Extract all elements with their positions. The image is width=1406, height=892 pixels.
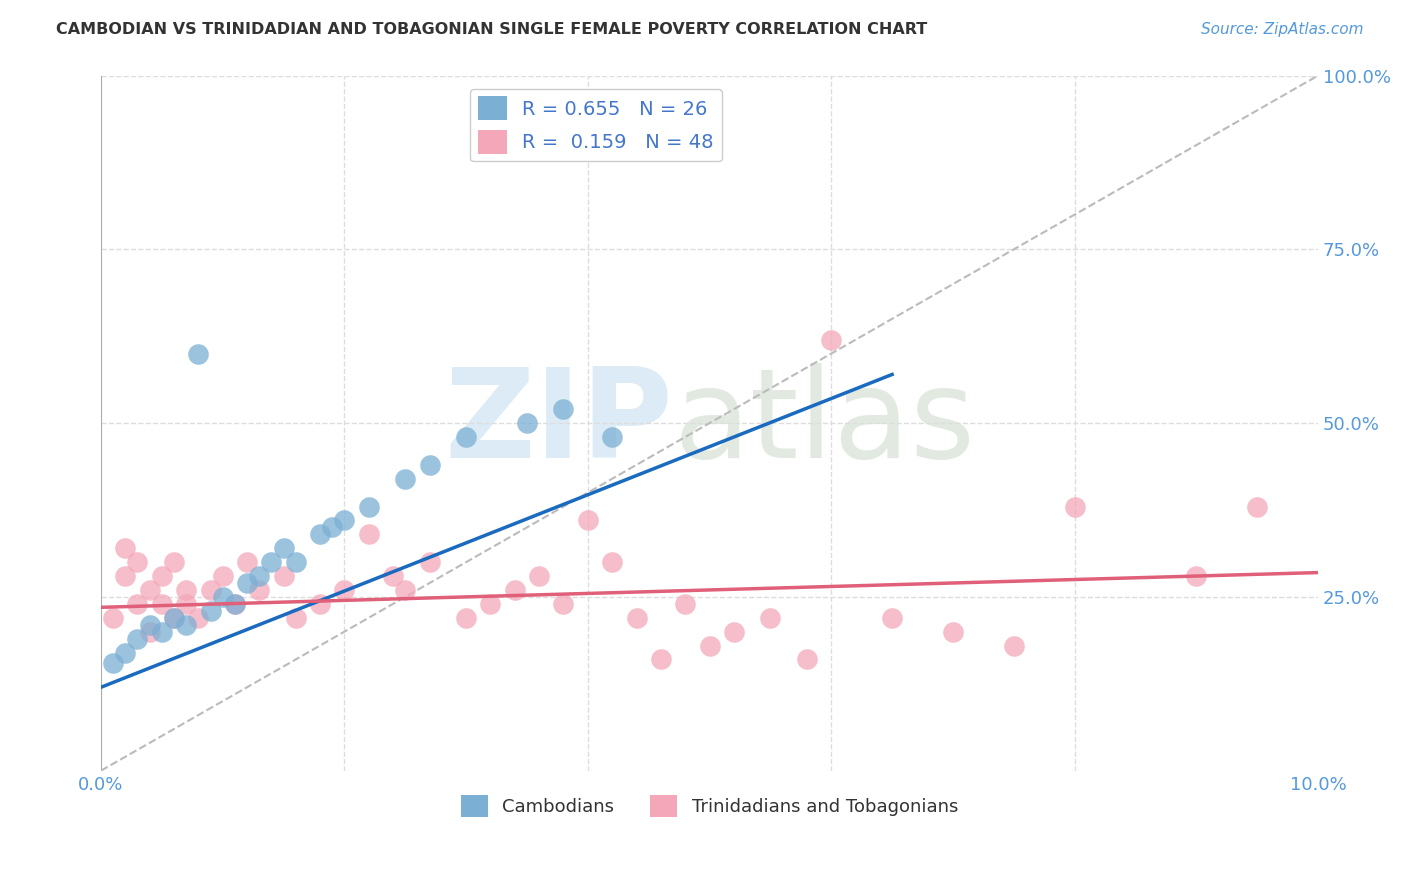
Point xyxy=(127,632,149,646)
Point xyxy=(163,611,186,625)
Point xyxy=(333,513,356,527)
Point xyxy=(796,652,818,666)
Point xyxy=(382,569,405,583)
Point xyxy=(150,597,173,611)
Point xyxy=(309,597,332,611)
Point xyxy=(163,555,186,569)
Point xyxy=(138,617,160,632)
Point xyxy=(138,624,160,639)
Point xyxy=(309,527,332,541)
Point xyxy=(759,611,782,625)
Point xyxy=(553,597,575,611)
Point xyxy=(576,513,599,527)
Point xyxy=(200,604,222,618)
Point xyxy=(600,555,623,569)
Point xyxy=(284,555,307,569)
Point xyxy=(1185,569,1208,583)
Point xyxy=(150,624,173,639)
Point xyxy=(479,597,502,611)
Point xyxy=(150,569,173,583)
Point xyxy=(1063,500,1085,514)
Point xyxy=(516,416,538,430)
Point xyxy=(138,582,160,597)
Point xyxy=(723,624,745,639)
Point xyxy=(1002,639,1025,653)
Point xyxy=(187,346,209,360)
Point xyxy=(419,555,441,569)
Point xyxy=(236,555,259,569)
Point xyxy=(163,611,186,625)
Point xyxy=(174,582,197,597)
Point xyxy=(114,541,136,556)
Point xyxy=(236,576,259,591)
Point xyxy=(273,569,295,583)
Point xyxy=(456,430,478,444)
Point xyxy=(650,652,672,666)
Point xyxy=(394,472,416,486)
Point xyxy=(357,527,380,541)
Point xyxy=(273,541,295,556)
Point xyxy=(174,617,197,632)
Point xyxy=(211,569,233,583)
Point xyxy=(333,582,356,597)
Point xyxy=(224,597,246,611)
Point xyxy=(101,656,124,670)
Point xyxy=(673,597,696,611)
Point xyxy=(200,582,222,597)
Text: Source: ZipAtlas.com: Source: ZipAtlas.com xyxy=(1201,22,1364,37)
Point xyxy=(820,333,842,347)
Point xyxy=(224,597,246,611)
Point xyxy=(527,569,550,583)
Point xyxy=(247,582,270,597)
Point xyxy=(114,569,136,583)
Legend: Cambodians, Trinidadians and Tobagonians: Cambodians, Trinidadians and Tobagonians xyxy=(454,788,966,824)
Point xyxy=(553,402,575,417)
Point xyxy=(394,582,416,597)
Point xyxy=(942,624,965,639)
Point xyxy=(174,597,197,611)
Point xyxy=(626,611,648,625)
Point xyxy=(456,611,478,625)
Text: atlas: atlas xyxy=(673,363,976,483)
Point xyxy=(1246,500,1268,514)
Point xyxy=(321,520,343,534)
Point xyxy=(699,639,721,653)
Point xyxy=(127,555,149,569)
Point xyxy=(600,430,623,444)
Point xyxy=(187,611,209,625)
Point xyxy=(882,611,904,625)
Point xyxy=(127,597,149,611)
Point xyxy=(284,611,307,625)
Point xyxy=(211,590,233,604)
Point xyxy=(101,611,124,625)
Point xyxy=(260,555,283,569)
Point xyxy=(357,500,380,514)
Text: CAMBODIAN VS TRINIDADIAN AND TOBAGONIAN SINGLE FEMALE POVERTY CORRELATION CHART: CAMBODIAN VS TRINIDADIAN AND TOBAGONIAN … xyxy=(56,22,928,37)
Point xyxy=(503,582,526,597)
Point xyxy=(419,458,441,472)
Point xyxy=(114,646,136,660)
Point xyxy=(247,569,270,583)
Text: ZIP: ZIP xyxy=(444,363,673,483)
